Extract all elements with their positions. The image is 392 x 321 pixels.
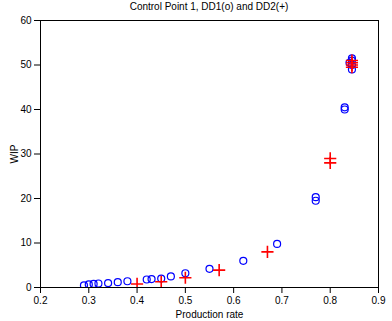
svg-text:50: 50 [20,59,32,70]
svg-text:0.6: 0.6 [227,295,241,306]
svg-text:Production rate: Production rate [176,309,244,320]
svg-text:0.5: 0.5 [178,295,192,306]
svg-text:0.9: 0.9 [372,295,386,306]
svg-text:0.4: 0.4 [130,295,144,306]
svg-text:60: 60 [20,15,32,26]
svg-text:30: 30 [20,148,32,159]
svg-text:10: 10 [20,237,32,248]
svg-text:WIP: WIP [9,144,20,163]
svg-text:0: 0 [26,282,32,293]
svg-text:0.3: 0.3 [82,295,96,306]
svg-text:0.8: 0.8 [323,295,337,306]
html-text:Control Point 1, DD1(o) and DD: Control Point 1, DD1(o) and DD2(+) [129,1,289,12]
svg-text:20: 20 [20,193,32,204]
svg-text:0.2: 0.2 [34,295,48,306]
svg-text:40: 40 [20,104,32,115]
svg-text:0.7: 0.7 [275,295,289,306]
